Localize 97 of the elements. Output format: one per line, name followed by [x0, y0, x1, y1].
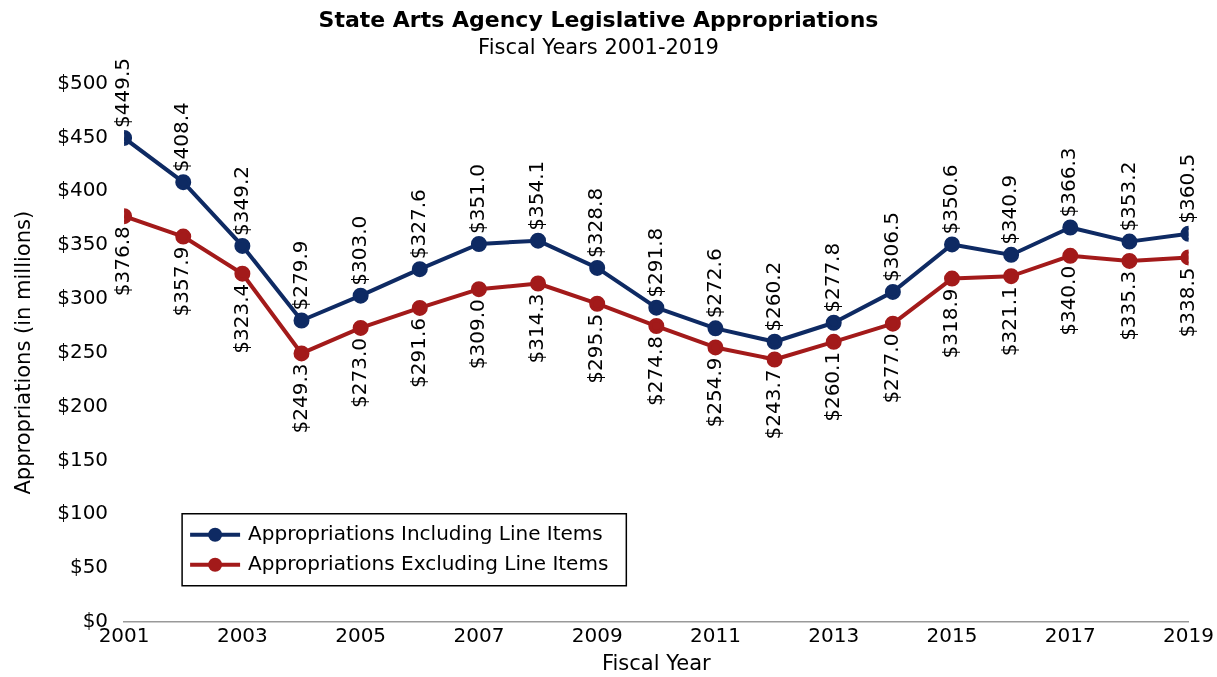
- chart-subtitle: Fiscal Years 2001-2019: [478, 35, 719, 60]
- point: [648, 318, 665, 335]
- point: [411, 299, 428, 316]
- y-tick-label: $400: [57, 177, 109, 202]
- point: [175, 174, 192, 191]
- x-tick-label: 2015: [926, 623, 978, 647]
- point: [470, 281, 487, 298]
- point: [884, 283, 901, 300]
- point: [1062, 247, 1079, 264]
- point: [766, 351, 783, 368]
- data-label: $376.8: [110, 226, 135, 297]
- data-label: $408.4: [169, 102, 194, 173]
- y-tick-label: $350: [57, 231, 109, 256]
- y-tick-label: $200: [57, 392, 109, 417]
- chart-title: State Arts Agency Legislative Appropriations: [318, 6, 879, 32]
- data-label: $260.1: [819, 351, 844, 422]
- point: [293, 345, 310, 362]
- x-axis-title: Fiscal Year: [601, 650, 712, 675]
- data-label: $291.8: [642, 227, 667, 298]
- x-tick-label: 2003: [216, 623, 268, 647]
- data-label: $327.6: [405, 189, 430, 260]
- data-label: $321.1: [997, 286, 1022, 357]
- data-label: $260.2: [760, 261, 785, 332]
- data-label: $350.6: [938, 164, 963, 235]
- point: [1003, 246, 1020, 263]
- x-tick-label: 2013: [808, 623, 860, 647]
- point: [470, 235, 487, 252]
- data-label: $366.3: [1056, 147, 1081, 218]
- point: [293, 312, 310, 329]
- point: [589, 295, 606, 312]
- point: [352, 287, 369, 304]
- x-tick-label: 2017: [1044, 623, 1096, 647]
- data-label: $340.0: [1056, 265, 1081, 336]
- point: [707, 339, 724, 356]
- data-label: $254.9: [701, 357, 726, 428]
- legend-label: Appropriations Excluding Line Items: [248, 551, 609, 575]
- point: [825, 333, 842, 350]
- x-tick-label: 2007: [453, 623, 505, 647]
- x-tick-label: 2009: [571, 623, 623, 647]
- data-label: $306.5: [879, 211, 904, 282]
- y-tick-label: $150: [57, 446, 109, 471]
- y-axis-title: Appropriations (in millions): [11, 210, 36, 495]
- data-label: $449.5: [110, 57, 135, 128]
- point: [707, 320, 724, 337]
- point: [175, 228, 192, 245]
- data-label: $338.5: [1174, 267, 1199, 338]
- data-label: $309.0: [465, 299, 490, 370]
- point: [825, 314, 842, 331]
- y-tick-label: $300: [57, 285, 109, 310]
- point: [530, 275, 547, 292]
- y-tick-label: $250: [57, 338, 109, 363]
- x-tick-label: 2011: [690, 623, 741, 647]
- point: [530, 232, 547, 249]
- data-label: $357.9: [169, 246, 194, 317]
- data-label: $314.3: [524, 293, 549, 364]
- y-tick-label: $500: [57, 69, 109, 94]
- data-label: $360.5: [1174, 153, 1199, 224]
- y-tick-label: $50: [69, 554, 109, 579]
- point: [648, 299, 665, 316]
- x-tick-label: 2019: [1163, 623, 1214, 647]
- y-tick-label: $100: [57, 500, 109, 525]
- data-label: $349.2: [228, 165, 253, 236]
- data-label: $335.3: [1115, 270, 1140, 341]
- point: [944, 270, 961, 287]
- point: [1062, 219, 1079, 236]
- point: [944, 236, 961, 253]
- point: [352, 319, 369, 336]
- data-label: $272.6: [701, 248, 726, 319]
- data-label: $291.6: [405, 317, 430, 388]
- legend-label: Appropriations Including Line Items: [248, 521, 603, 545]
- data-label: $249.3: [287, 363, 312, 434]
- data-label: $351.0: [465, 164, 490, 234]
- data-label: $295.5: [583, 313, 608, 384]
- data-label: $277.0: [879, 333, 904, 404]
- data-label: $274.8: [642, 336, 667, 406]
- data-label: $303.0: [346, 215, 371, 286]
- point: [234, 237, 251, 254]
- data-label: $340.9: [997, 174, 1022, 245]
- point: [1121, 252, 1138, 269]
- data-label: $279.9: [287, 240, 312, 311]
- data-label: $318.9: [938, 288, 963, 359]
- data-label: $273.0: [346, 337, 371, 408]
- data-label: $353.2: [1115, 161, 1140, 232]
- point: [411, 261, 428, 278]
- data-label: $354.1: [524, 160, 549, 231]
- data-label: $277.8: [819, 242, 844, 313]
- point: [1003, 268, 1020, 285]
- data-label: $243.7: [760, 369, 785, 440]
- point: [234, 265, 251, 282]
- y-tick-label: $450: [57, 123, 109, 148]
- data-label: $328.8: [583, 187, 608, 258]
- point: [884, 315, 901, 332]
- data-label: $323.4: [228, 283, 253, 354]
- point: [766, 333, 783, 350]
- point: [1121, 233, 1138, 250]
- x-tick-label: 2005: [335, 623, 387, 647]
- point: [589, 259, 606, 276]
